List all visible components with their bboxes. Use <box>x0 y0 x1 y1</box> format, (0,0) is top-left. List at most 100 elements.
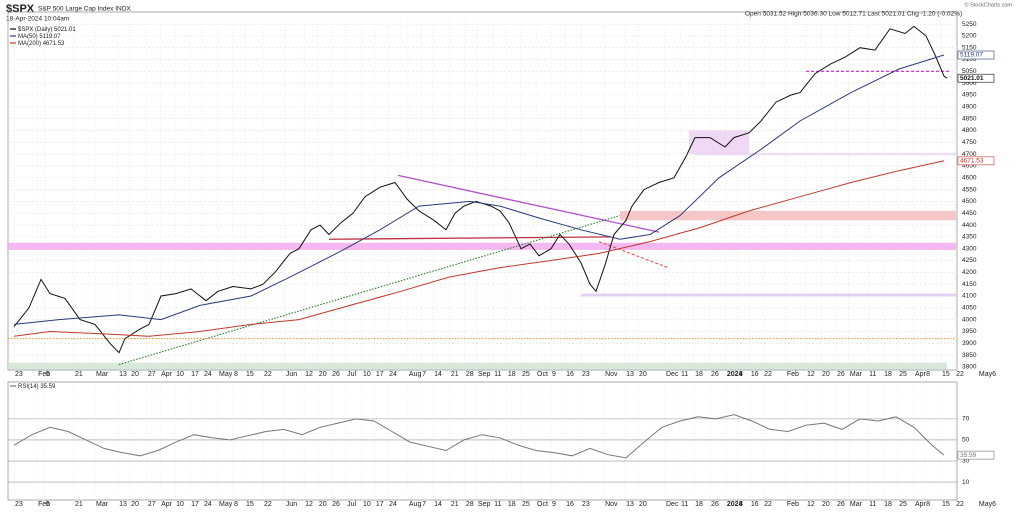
quote: Open 5031.52 High 5036.30 Low 5012.71 La… <box>745 11 962 18</box>
y-tick-label: 4600 <box>962 174 977 181</box>
x-tick-label: 9 <box>552 371 556 378</box>
y-tick-label: 4150 <box>962 281 977 288</box>
x-tick-label: Dec <box>666 371 679 378</box>
x-tick-label: 28 <box>466 501 474 508</box>
x-tick-label: 14 <box>434 501 442 508</box>
x-tick-label: 24 <box>204 501 212 508</box>
x-tick-label: 20 <box>131 501 139 508</box>
x-tick-label: Feb <box>787 501 799 508</box>
x-tick-label: 18 <box>508 371 516 378</box>
x-tick-label: 23 <box>15 501 23 508</box>
x-tick-label: Feb <box>38 501 50 508</box>
legend-name: RSI(14) <box>18 384 39 390</box>
y-tick-label: 30 <box>962 458 970 465</box>
x-tick-label: 9 <box>552 501 556 508</box>
y-tick-label: 5150 <box>962 44 977 51</box>
x-tick-label: 10 <box>176 501 184 508</box>
y-tick-label: 4750 <box>962 139 977 146</box>
x-tick-label: 28 <box>466 371 474 378</box>
last-value: 4671.53 <box>960 158 984 165</box>
legend-value: 4671.53 <box>43 41 65 47</box>
zone <box>620 210 956 221</box>
y-tick-label: 4850 <box>962 115 977 122</box>
x-tick-label: 24 <box>389 371 397 378</box>
x-tick-label: 26 <box>837 371 845 378</box>
x-tick-label: Jul <box>347 501 356 508</box>
x-tick-label: 13 <box>626 371 634 378</box>
x-tick-label: 25 <box>522 501 530 508</box>
x-tick-label: 22 <box>764 501 772 508</box>
x-tick-label: 6 <box>46 371 50 378</box>
x-tick-label: 18 <box>695 501 703 508</box>
x-tick-label: 22 <box>264 501 272 508</box>
x-tick-label: 15 <box>246 501 254 508</box>
credit: © StockCharts.com <box>965 1 1013 8</box>
legend-name: $SPX (Daily) <box>18 27 52 33</box>
x-tick-label: Mar <box>96 371 109 378</box>
x-tick-label: 7 <box>422 371 426 378</box>
trendline <box>328 236 612 240</box>
x-tick-label: 12 <box>807 501 815 508</box>
y-tick-label: 4050 <box>962 305 977 312</box>
x-tick-label: 10 <box>363 501 371 508</box>
x-tick-label: 8 <box>234 371 238 378</box>
series-line <box>13 414 945 459</box>
x-tick-label: 17 <box>376 371 384 378</box>
x-tick-label: 26 <box>332 501 340 508</box>
x-tick-label: Jun <box>286 501 297 508</box>
legend-value: 35.59 <box>40 384 56 390</box>
x-tick-label: Jun <box>286 371 297 378</box>
x-tick-label: 18 <box>508 501 516 508</box>
x-tick-label: Feb <box>787 371 799 378</box>
y-tick-label: 4450 <box>962 210 977 217</box>
x-tick-label: Sep <box>478 501 491 508</box>
zone <box>689 130 749 155</box>
x-tick-label: 20 <box>639 501 647 508</box>
x-tick-label: 17 <box>376 501 384 508</box>
x-tick-label: 8 <box>739 371 743 378</box>
x-tick-label: 23 <box>582 501 590 508</box>
x-tick-label: 15 <box>246 371 254 378</box>
x-tick-label: Nov <box>605 501 618 508</box>
y-tick-label: 4800 <box>962 127 977 134</box>
x-tick-label: 16 <box>751 371 759 378</box>
y-tick-label: 5100 <box>962 56 977 63</box>
x-tick-label: 20 <box>319 501 327 508</box>
y-tick-label: 4350 <box>962 234 977 241</box>
y-tick-label: 5000 <box>962 80 977 87</box>
x-tick-label: 22 <box>764 371 772 378</box>
x-tick-label: 22 <box>956 371 964 378</box>
legend-value: 5021.01 <box>54 27 76 33</box>
last-value: 35.59 <box>960 452 977 459</box>
zone <box>8 362 947 370</box>
y-tick-label: 4100 <box>962 293 977 300</box>
x-tick-label: Dec <box>666 501 679 508</box>
y-tick-label: 4200 <box>962 269 977 276</box>
x-tick-label: Apr <box>161 371 173 378</box>
x-tick-label: 11 <box>494 501 501 508</box>
trendline <box>397 174 660 233</box>
last-value-box <box>957 450 995 460</box>
last-value: 5119.07 <box>960 52 983 59</box>
y-tick-label: 5050 <box>962 68 977 75</box>
y-tick-label: 5250 <box>962 21 977 28</box>
y-tick-label: 4900 <box>962 104 977 111</box>
x-tick-label: 18 <box>884 501 892 508</box>
series-line <box>13 54 945 325</box>
x-tick-label: Oct <box>537 501 548 508</box>
x-tick-label: 26 <box>837 501 845 508</box>
x-tick-label: 15 <box>942 501 950 508</box>
x-tick-label: Apr <box>915 501 927 508</box>
x-tick-label: 26 <box>711 371 719 378</box>
x-tick-label: 24 <box>204 371 212 378</box>
series-line <box>13 25 948 354</box>
zone <box>581 293 956 297</box>
x-tick-label: 20 <box>131 371 139 378</box>
x-tick-label: 12 <box>807 371 815 378</box>
x-tick-label: 21 <box>75 501 83 508</box>
y-tick-label: 4550 <box>962 186 977 193</box>
x-tick-label: 12 <box>305 371 313 378</box>
y-tick-label: 4700 <box>962 151 977 158</box>
legend-value: 5119.07 <box>39 34 61 40</box>
